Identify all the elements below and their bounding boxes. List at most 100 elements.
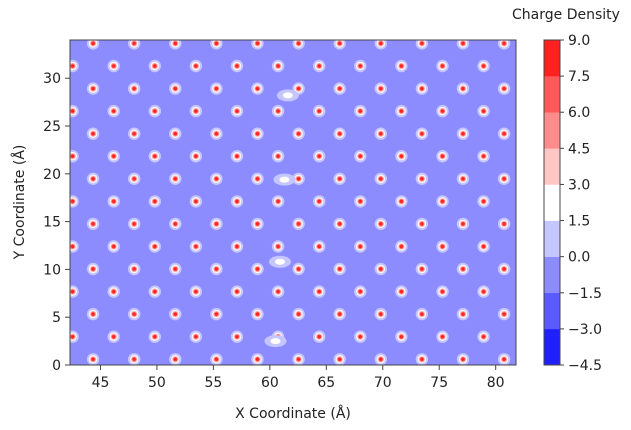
density-peak — [230, 195, 244, 208]
density-peak — [128, 127, 141, 140]
x-tick-label: 75 — [430, 375, 448, 391]
density-peak — [230, 104, 244, 118]
density-peak — [169, 82, 182, 95]
density-peak — [292, 127, 305, 140]
density-peak — [271, 195, 285, 208]
density-peak — [169, 40, 182, 50]
density-peak — [128, 353, 141, 365]
density-peak — [519, 195, 531, 207]
density-peak — [333, 127, 346, 140]
density-peak — [251, 40, 264, 50]
density-peak — [292, 172, 305, 185]
density-peak — [333, 82, 346, 95]
colorbar-tick-label: 3.0 — [568, 177, 590, 193]
density-peak — [519, 60, 531, 72]
colorbar-tick-label: 6.0 — [568, 105, 590, 121]
density-peak — [436, 104, 449, 118]
density-peak — [374, 82, 387, 95]
density-peak — [354, 59, 367, 73]
density-peak — [189, 330, 203, 343]
density-peak — [374, 217, 387, 231]
density-peak — [169, 127, 182, 140]
density-peak — [497, 82, 511, 95]
density-peak — [497, 353, 511, 365]
density-peak — [333, 353, 346, 365]
colorbar-tick-label: −1.5 — [568, 286, 602, 302]
density-peak — [456, 82, 470, 95]
density-peak — [313, 285, 326, 298]
colorbar-band — [544, 148, 560, 185]
density-peak — [148, 104, 161, 118]
density-peak — [230, 59, 244, 73]
density-peak — [292, 40, 305, 50]
density-peak — [313, 240, 326, 253]
density-peak — [70, 285, 79, 298]
density-peak — [292, 307, 305, 321]
density-peak — [230, 150, 244, 163]
density-peak — [292, 353, 305, 365]
density-peak — [169, 262, 182, 276]
density-peak — [395, 195, 408, 208]
density-peak — [210, 127, 223, 140]
density-peak — [128, 82, 141, 95]
density-peak — [86, 172, 100, 185]
density-peak — [107, 104, 120, 118]
density-peak — [456, 307, 470, 321]
density-peak — [128, 307, 141, 321]
density-peak — [456, 127, 470, 140]
plot-area — [69, 39, 531, 366]
density-peak — [251, 353, 264, 365]
density-peak — [313, 195, 326, 208]
density-peak — [477, 59, 490, 73]
density-peak — [497, 307, 511, 321]
density-peak — [128, 262, 141, 276]
y-axis: 0 5 10 15 20 25 30 — [43, 71, 70, 374]
density-peak — [169, 353, 182, 365]
x-axis: 45 50 55 60 65 70 75 80 — [92, 365, 505, 391]
x-tick-label: 80 — [487, 375, 505, 391]
colorbar: −4.5 −3.0 −1.5 0.0 1.5 3.0 4.5 6.0 7.5 9.0 — [543, 33, 602, 374]
colorbar-tick-label: 4.5 — [568, 141, 590, 157]
density-peak — [395, 59, 408, 73]
colorbar-band — [544, 292, 560, 330]
colorbar-band — [544, 328, 560, 366]
density-peak — [86, 262, 100, 276]
density-peak — [210, 217, 223, 231]
density-peak — [128, 217, 141, 231]
colorbar-band — [544, 76, 560, 113]
weak-density-site — [269, 255, 291, 268]
colorbar-tick-label: −3.0 — [568, 322, 602, 338]
density-peak — [86, 353, 100, 365]
density-peak — [436, 195, 449, 208]
density-peak — [519, 285, 531, 297]
colorbar-tick-label: 0.0 — [568, 250, 590, 266]
density-peak — [497, 217, 511, 231]
density-peak — [70, 104, 79, 118]
y-tick-label: 0 — [52, 358, 61, 374]
density-peak — [415, 40, 429, 50]
density-peak — [189, 150, 203, 163]
density-peak — [271, 59, 285, 73]
x-tick-label: 70 — [374, 375, 392, 391]
density-peak — [456, 40, 470, 50]
x-tick-label: 65 — [317, 375, 335, 391]
density-peak — [415, 307, 429, 321]
density-peak — [189, 240, 203, 253]
density-peak — [107, 195, 120, 208]
density-peaks — [70, 40, 531, 365]
density-peak — [354, 240, 367, 253]
weak-density-site — [276, 89, 299, 102]
y-tick-label: 25 — [43, 119, 61, 135]
density-peak — [415, 127, 429, 140]
density-peak — [436, 330, 449, 343]
density-peak — [271, 240, 285, 253]
density-peak — [292, 217, 305, 231]
density-peak — [519, 240, 531, 252]
density-peak — [333, 307, 346, 321]
x-tick-label: 45 — [92, 375, 110, 391]
density-peak — [86, 127, 100, 140]
density-peak — [395, 150, 408, 163]
density-peak — [477, 240, 490, 253]
density-peak — [128, 172, 141, 185]
density-peak — [456, 172, 470, 185]
